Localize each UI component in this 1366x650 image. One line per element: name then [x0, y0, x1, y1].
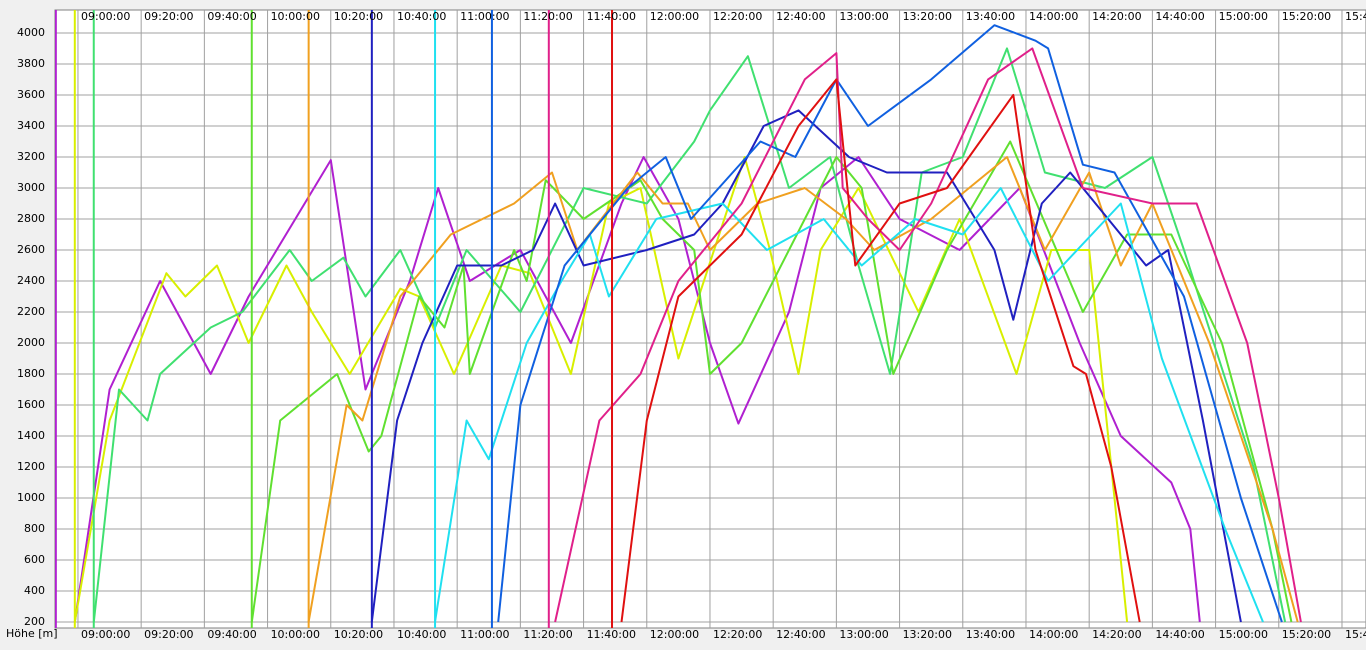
x-tick-label: 14:00:00 — [1029, 10, 1078, 23]
series-layer — [55, 10, 1302, 628]
y-tick-label: 3800 — [17, 57, 45, 70]
x-tick-label: 10:40:00 — [397, 628, 446, 641]
x-tick-label: 14:20:00 — [1092, 10, 1141, 23]
x-tick-label: 09:40:00 — [207, 628, 256, 641]
x-tick-label: 15:00:00 — [1219, 628, 1268, 641]
x-tick-label: 09:00:00 — [81, 10, 130, 23]
x-tick-label: 11:20:00 — [523, 628, 572, 641]
x-tick-label: 10:40:00 — [397, 10, 446, 23]
series-line — [73, 156, 1129, 623]
x-tick-label: 11:00:00 — [460, 628, 509, 641]
x-tick-label: 10:20:00 — [334, 628, 383, 641]
x-tick-label: 12:00:00 — [650, 628, 699, 641]
x-tick-label: 13:40:00 — [966, 628, 1015, 641]
y-tick-label: 1800 — [17, 367, 45, 380]
x-tick-label: 12:40:00 — [776, 628, 825, 641]
series-line — [620, 78, 1141, 623]
y-tick-label: 200 — [24, 615, 45, 628]
x-tick-label: 12:20:00 — [713, 10, 762, 23]
x-tick-label: 11:40:00 — [587, 10, 636, 23]
series-line — [554, 47, 1302, 623]
y-tick-label: 400 — [24, 584, 45, 597]
y-tick-label: 2600 — [17, 243, 45, 256]
y-tick-label: 4000 — [17, 26, 45, 39]
x-tick-label: 10:00:00 — [271, 628, 320, 641]
y-tick-label: 1400 — [17, 429, 45, 442]
x-tick-label: 12:20:00 — [713, 628, 762, 641]
series-line — [92, 47, 1287, 623]
x-tick-label: 15:40:00 — [1345, 628, 1366, 641]
x-tick-label: 09:20:00 — [144, 628, 193, 641]
x-tick-label: 12:40:00 — [776, 10, 825, 23]
y-tick-label: 2400 — [17, 274, 45, 287]
x-tick-label: 15:20:00 — [1282, 10, 1331, 23]
x-tick-label: 09:40:00 — [207, 10, 256, 23]
x-tick-label: 09:00:00 — [81, 628, 130, 641]
x-tick-label: 12:00:00 — [650, 10, 699, 23]
x-tick-label: 15:00:00 — [1219, 10, 1268, 23]
plot-area — [54, 9, 1366, 629]
x-tick-label: 14:40:00 — [1155, 628, 1204, 641]
x-tick-label: 13:00:00 — [839, 628, 888, 641]
x-tick-label: 13:20:00 — [903, 628, 952, 641]
y-tick-label: 3000 — [17, 181, 45, 194]
y-tick-label: 800 — [24, 522, 45, 535]
y-tick-label: 3400 — [17, 119, 45, 132]
labels: 200 400 600 800 1000 1200 1400 1600 1800 2000 2200… — [17, 10, 1366, 641]
x-tick-label: 11:00:00 — [460, 10, 509, 23]
y-tick-label: 1600 — [17, 398, 45, 411]
y-tick-label: 2800 — [17, 212, 45, 225]
x-tick-label: 09:20:00 — [144, 10, 193, 23]
series-line — [434, 187, 1264, 623]
x-tick-label: 13:40:00 — [966, 10, 1015, 23]
y-tick-label: 600 — [24, 553, 45, 566]
series-line — [250, 140, 1293, 623]
x-tick-label: 14:20:00 — [1092, 628, 1141, 641]
x-tick-label: 15:40:00 — [1345, 10, 1366, 23]
series-line — [497, 24, 1283, 623]
x-tick-label: 14:00:00 — [1029, 628, 1078, 641]
x-tick-label: 13:20:00 — [903, 10, 952, 23]
y-tick-label: 1200 — [17, 460, 45, 473]
y-tick-label: 3600 — [17, 88, 45, 101]
y-tick-label: 2000 — [17, 336, 45, 349]
y-tick-label: 2200 — [17, 305, 45, 318]
y-tick-label: 1000 — [17, 491, 45, 504]
x-tick-label: 11:40:00 — [587, 628, 636, 641]
x-tick-label: 15:20:00 — [1282, 628, 1331, 641]
x-tick-label: 11:20:00 — [523, 10, 572, 23]
x-tick-label: 10:00:00 — [271, 10, 320, 23]
y-axis-label: Höhe [m] — [6, 627, 58, 640]
x-tick-label: 10:20:00 — [334, 10, 383, 23]
x-tick-label: 14:40:00 — [1155, 10, 1204, 23]
x-tick-label: 13:00:00 — [839, 10, 888, 23]
series-line — [73, 156, 1201, 623]
y-tick-label: 3200 — [17, 150, 45, 163]
